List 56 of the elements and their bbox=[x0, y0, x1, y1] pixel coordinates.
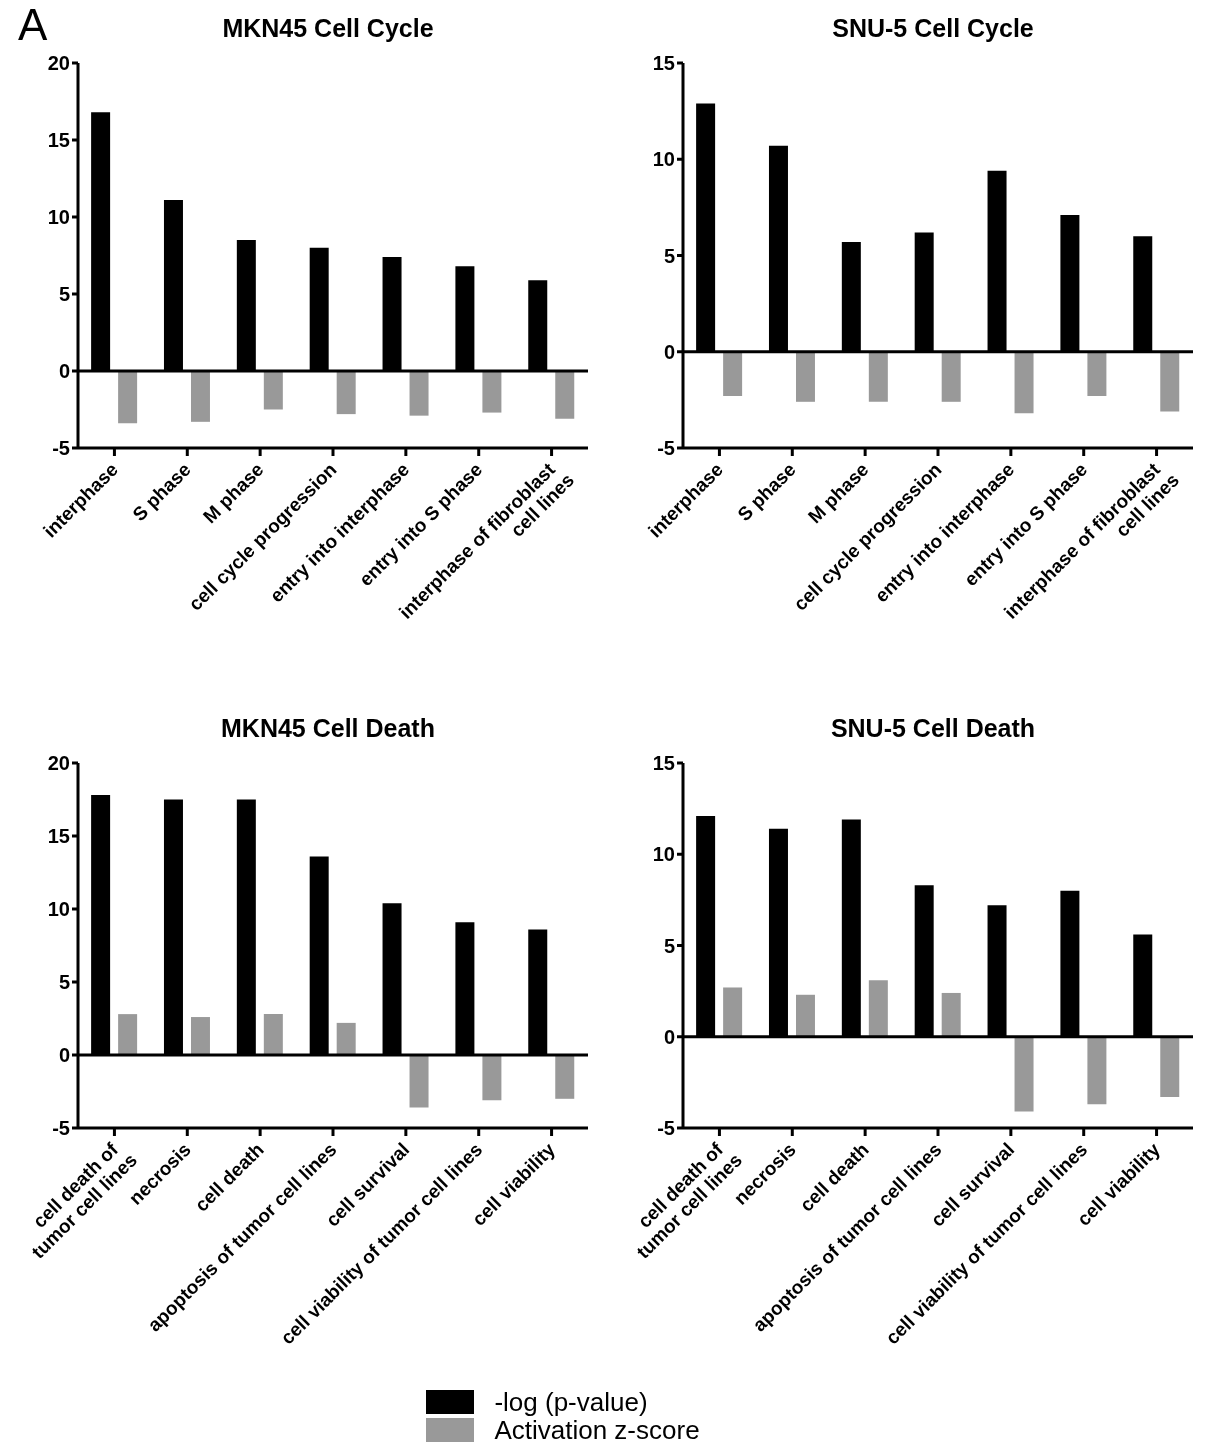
y-tick-label: 5 bbox=[58, 283, 70, 306]
y-tick-label: 0 bbox=[58, 360, 70, 383]
y-tick-label: 10 bbox=[652, 148, 675, 171]
y-tick-label: 15 bbox=[47, 129, 70, 152]
y-tick-label: 5 bbox=[58, 971, 70, 994]
bar bbox=[723, 351, 743, 397]
bar bbox=[868, 980, 888, 1037]
y-tick-label: -5 bbox=[52, 437, 70, 460]
bar bbox=[723, 987, 743, 1037]
y-tick-label: 10 bbox=[47, 206, 70, 229]
text: A bbox=[18, 0, 48, 50]
bar bbox=[190, 371, 210, 422]
bar bbox=[868, 351, 888, 402]
bar bbox=[555, 371, 575, 419]
y-tick-label: 5 bbox=[663, 244, 675, 267]
bar bbox=[482, 1055, 502, 1101]
bar bbox=[409, 371, 429, 416]
bar bbox=[795, 994, 815, 1037]
bar bbox=[336, 371, 356, 415]
y-tick-label: 0 bbox=[663, 1025, 675, 1048]
y-tick-label: 15 bbox=[47, 825, 70, 848]
bar bbox=[795, 351, 815, 402]
y-tick-label: 20 bbox=[47, 752, 70, 775]
bar bbox=[941, 992, 961, 1037]
bar bbox=[1087, 351, 1107, 397]
y-tick-label: -5 bbox=[657, 437, 675, 460]
y-tick-label: -5 bbox=[52, 1117, 70, 1140]
bar bbox=[263, 1014, 283, 1055]
bar bbox=[190, 1017, 210, 1055]
chart-title: SNU-5 Cell Cycle bbox=[831, 13, 1035, 44]
bar bbox=[336, 1022, 356, 1055]
bar bbox=[409, 1055, 429, 1108]
y-tick-label: 0 bbox=[58, 1044, 70, 1067]
bar bbox=[263, 371, 283, 410]
bar bbox=[482, 371, 502, 413]
bar bbox=[555, 1055, 575, 1099]
y-tick-label: 10 bbox=[652, 843, 675, 866]
chart-title: SNU-5 Cell Death bbox=[829, 713, 1037, 744]
y-tick-label: 15 bbox=[652, 52, 675, 75]
legend-label: -log (p-value) bbox=[494, 1386, 648, 1418]
y-tick-label: 10 bbox=[47, 898, 70, 921]
bar bbox=[1087, 1036, 1107, 1105]
y-tick-label: 5 bbox=[663, 934, 675, 957]
bar bbox=[941, 351, 961, 402]
y-tick-label: -5 bbox=[657, 1117, 675, 1140]
bar bbox=[1014, 1036, 1034, 1112]
bar bbox=[118, 371, 138, 424]
bar bbox=[1014, 351, 1034, 414]
bar bbox=[1160, 1036, 1180, 1097]
y-tick-label: 0 bbox=[663, 340, 675, 363]
chart-title: MKN45 Cell Death bbox=[220, 713, 436, 744]
bar bbox=[1160, 351, 1180, 412]
chart-title: MKN45 Cell Cycle bbox=[222, 14, 434, 42]
y-tick-label: 15 bbox=[652, 752, 675, 775]
y-tick-label: 20 bbox=[47, 52, 70, 75]
bar bbox=[118, 1014, 138, 1055]
